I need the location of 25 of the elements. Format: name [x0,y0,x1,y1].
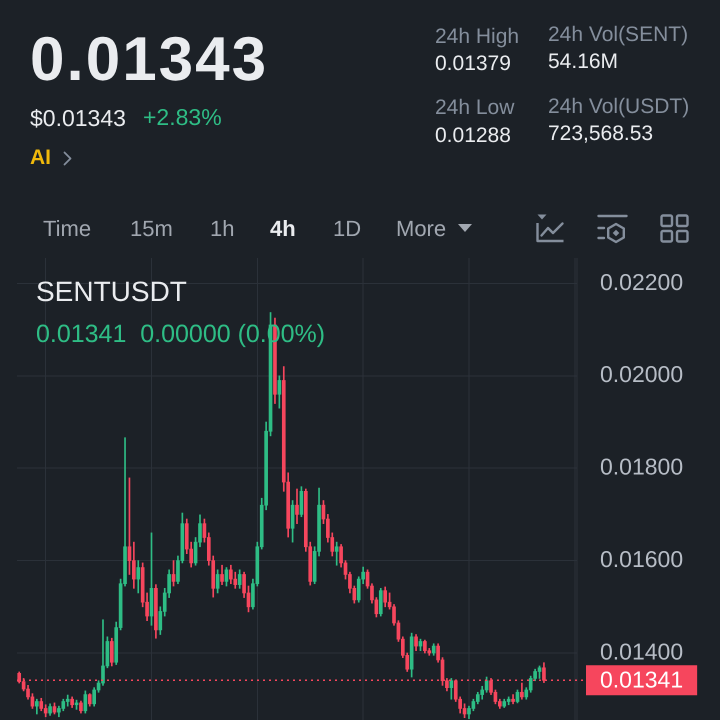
y-tick-label: 0.02200 [600,268,684,295]
text: $0.01343 [30,105,126,133]
text: +2.83% [143,104,222,132]
text: SENTUSDT [36,275,187,309]
text: 4h [270,216,296,242]
text: 24h Low [435,95,514,121]
text: 0.01379 [435,51,511,77]
text: 54.16M [548,49,618,75]
y-tick-label: 0.01400 [600,638,684,664]
y-tick-label: 0.01600 [600,546,684,572]
text: More [396,216,446,242]
ref-line-label: 0.01341 [600,666,684,693]
text: 1D [333,216,362,242]
text: AI [30,145,51,171]
text: 24h Vol(USDT) [548,94,690,120]
text: 723,568.53 [548,121,654,147]
text: 24h Vol(SENT) [548,22,688,48]
y-tick-label: 0.02000 [600,361,684,388]
text: 0.01288 [435,123,511,149]
text: 1h [210,216,234,242]
text: 15m [130,216,173,242]
text: 24h High [435,24,520,50]
y-tick-label: 0.01800 [600,454,684,480]
text: 0.01343 [30,24,268,96]
text: Time [43,216,92,242]
